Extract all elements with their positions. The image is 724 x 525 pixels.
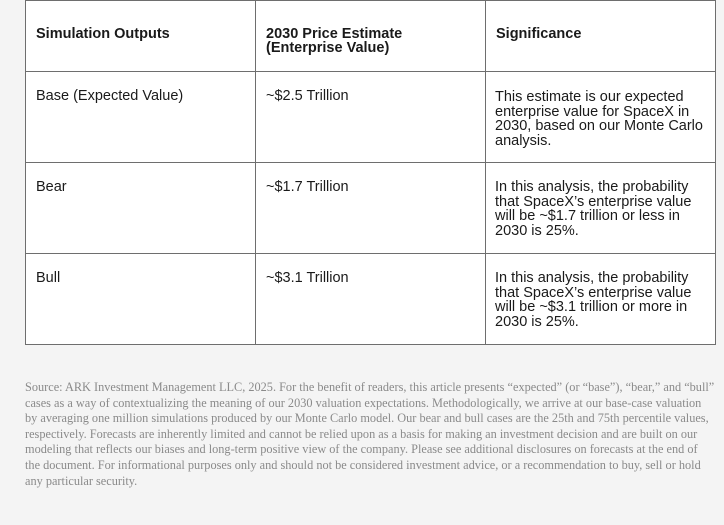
valuation-table-container: Simulation Outputs 2030 Price Estimate (… <box>25 0 716 360</box>
header-significance: Significance <box>485 0 716 72</box>
table-row-base: Base (Expected Value) ~$2.5 Trillion Thi… <box>25 71 716 163</box>
cell-estimate-text: ~$1.7 Trillion <box>266 179 349 195</box>
cell-output: Bull <box>25 253 256 345</box>
table-row-bull: Bull ~$3.1 Trillion In this analysis, th… <box>25 253 716 345</box>
cell-output: Bear <box>25 162 256 254</box>
cell-estimate-text: ~$3.1 Trillion <box>266 270 349 286</box>
header-price-estimate-line1: 2030 Price Estimate <box>266 26 403 42</box>
cell-output-text: Bear <box>36 179 67 195</box>
source-disclosure-note: Source: ARK Investment Management LLC, 2… <box>25 380 715 488</box>
cell-output-text: Bull <box>36 270 61 286</box>
cell-significance-text: In this analysis, the probability that S… <box>495 179 692 239</box>
cell-estimate: ~$2.5 Trillion <box>255 71 486 163</box>
valuation-table: Simulation Outputs 2030 Price Estimate (… <box>25 0 716 345</box>
cell-output-text: Base (Expected Value) <box>36 88 184 104</box>
header-simulation-outputs: Simulation Outputs <box>25 0 256 72</box>
cell-estimate-text: ~$2.5 Trillion <box>266 88 349 104</box>
cell-significance-text: This estimate is our expected enterprise… <box>495 89 703 149</box>
header-price-estimate-label: 2030 Price Estimate (Enterprise Value) <box>256 1 485 56</box>
header-simulation-outputs-label: Simulation Outputs <box>36 26 170 42</box>
cell-significance: In this analysis, the probability that S… <box>485 162 716 254</box>
header-significance-label: Significance <box>496 26 582 42</box>
cell-estimate: ~$1.7 Trillion <box>255 162 486 254</box>
header-price-estimate: 2030 Price Estimate (Enterprise Value) <box>255 0 486 72</box>
cell-estimate: ~$3.1 Trillion <box>255 253 486 345</box>
header-price-estimate-line2: (Enterprise Value) <box>266 40 390 56</box>
table-row-bear: Bear ~$1.7 Trillion In this analysis, th… <box>25 162 716 254</box>
cell-significance: In this analysis, the probability that S… <box>485 253 716 345</box>
cell-significance-text: In this analysis, the probability that S… <box>495 270 692 330</box>
cell-significance: This estimate is our expected enterprise… <box>485 71 716 163</box>
table-header-row: Simulation Outputs 2030 Price Estimate (… <box>25 0 716 72</box>
cell-output: Base (Expected Value) <box>25 71 256 163</box>
